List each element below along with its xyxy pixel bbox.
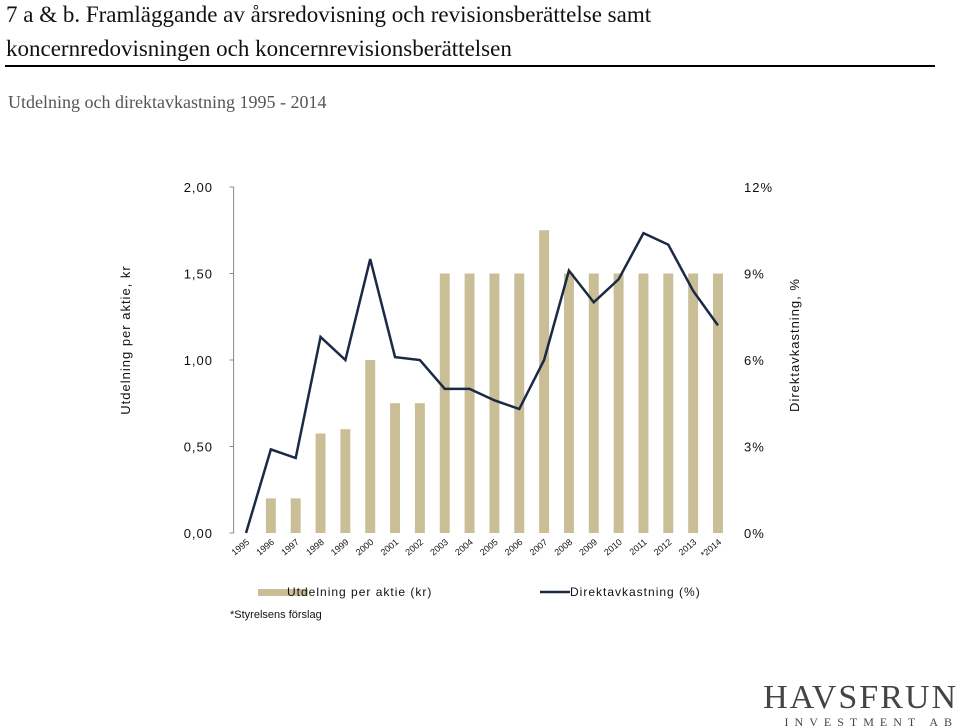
x-tick-label: 2009 — [577, 537, 599, 558]
legend-label: Direktavkastning (%) — [570, 585, 701, 599]
bar — [688, 273, 699, 533]
y-axis-label: Utdelning per aktie, kr — [118, 265, 133, 414]
x-tick-label: 1995 — [230, 537, 252, 558]
slide-title: koncernredovisningen och koncernrevision… — [6, 36, 512, 61]
y2-tick-label: 3% — [744, 440, 765, 455]
line — [244, 231, 719, 534]
bar — [390, 403, 401, 533]
x-tick-label: 2011 — [627, 537, 648, 557]
y-tick-label: 0,50 — [184, 440, 213, 455]
x-tick-label: 2000 — [354, 537, 376, 558]
y2-tick-label: 12% — [744, 180, 773, 195]
x-tick-label: 1996 — [254, 537, 276, 558]
bar — [290, 498, 301, 533]
bar — [439, 273, 450, 533]
bar — [713, 273, 723, 533]
x-tick-label: 2001 — [379, 537, 401, 558]
y-tick-label: 1,00 — [184, 353, 213, 368]
x-tick-label: 1997 — [279, 537, 301, 558]
y2-axis-label: Direktavkastning, % — [787, 278, 802, 412]
chart-title: Utdelning och direktavkastning 1995 - 20… — [8, 92, 326, 112]
logo-sub: INVESTMENT AB — [785, 715, 958, 728]
x-tick-label: 1999 — [329, 537, 351, 558]
slide-title: 7 a & b. Framläggande av årsredovisning … — [6, 2, 652, 27]
bar — [489, 273, 500, 533]
x-tick-label: 2006 — [503, 537, 525, 558]
bar — [563, 273, 574, 533]
footnote: *Styrelsens förslag — [230, 609, 322, 621]
x-tick-label: 1998 — [304, 537, 326, 558]
y2-tick-label: 9% — [744, 267, 765, 282]
x-tick-label: 2005 — [478, 537, 500, 558]
y-tick-label: 0,00 — [184, 526, 213, 541]
y-tick-label: 1,50 — [184, 267, 213, 282]
bar — [464, 273, 475, 533]
bar — [414, 403, 425, 533]
x-tick-label: 2003 — [428, 537, 450, 558]
x-tick-label: *2014 — [699, 537, 723, 560]
y2-tick-label: 6% — [744, 353, 765, 368]
bar — [514, 273, 525, 533]
legend-swatch — [258, 589, 308, 596]
x-tick-label: 2012 — [652, 537, 674, 558]
bar — [265, 498, 276, 533]
x-tick-label: 2007 — [528, 537, 550, 558]
legend-label: Utdelning per aktie (kr) — [287, 585, 432, 599]
bar — [315, 433, 326, 533]
x-tick-label: 2013 — [677, 537, 699, 558]
bar — [539, 230, 550, 533]
bar — [663, 273, 674, 533]
bar — [340, 429, 351, 533]
bar — [638, 273, 649, 533]
logo-name: HAVSFRUN — [763, 679, 958, 716]
x-tick-label: 2008 — [552, 537, 574, 558]
x-tick-label: 2004 — [453, 537, 475, 558]
bar — [365, 360, 376, 533]
bar — [613, 273, 624, 533]
y2-tick-label: 0% — [744, 526, 765, 541]
bar — [588, 273, 599, 533]
x-tick-label: 2010 — [602, 537, 624, 558]
x-tick-label: 2002 — [403, 537, 425, 558]
y-tick-label: 2,00 — [184, 180, 213, 195]
